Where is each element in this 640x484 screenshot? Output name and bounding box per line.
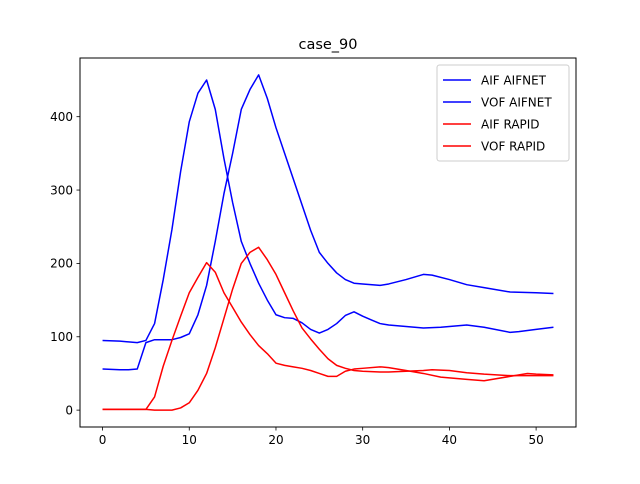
legend-label: VOF AIFNET xyxy=(481,95,552,109)
legend-label: AIF RAPID xyxy=(481,117,540,131)
x-tick-label: 40 xyxy=(442,433,457,447)
legend-label: AIF AIFNET xyxy=(481,73,547,87)
x-tick-label: 0 xyxy=(99,433,107,447)
legend-box xyxy=(436,64,570,162)
x-tick-label: 10 xyxy=(182,433,197,447)
series-line-3 xyxy=(102,246,554,411)
y-axis: 0 100 200 300 400 xyxy=(50,110,80,417)
series-line-0 xyxy=(102,79,554,344)
x-tick-label: 50 xyxy=(528,433,543,447)
x-axis: 0 10 20 30 40 50 xyxy=(99,427,544,447)
legend: AIF AIFNET VOF AIFNET AIF RAPID VOF RAPID xyxy=(436,64,570,162)
y-tick-label: 400 xyxy=(50,110,73,124)
plot-lines xyxy=(102,74,554,411)
x-tick-label: 20 xyxy=(268,433,283,447)
y-tick-label: 100 xyxy=(50,330,73,344)
y-tick-label: 300 xyxy=(50,183,73,197)
y-tick-label: 200 xyxy=(50,257,73,271)
series-line-2 xyxy=(102,261,554,411)
y-tick-label: 0 xyxy=(65,403,73,417)
legend-label: VOF RAPID xyxy=(481,139,545,153)
plot-frame xyxy=(79,57,577,428)
series-line-1 xyxy=(102,74,554,371)
chart-title: case_90 xyxy=(298,37,357,53)
x-tick-label: 30 xyxy=(355,433,370,447)
